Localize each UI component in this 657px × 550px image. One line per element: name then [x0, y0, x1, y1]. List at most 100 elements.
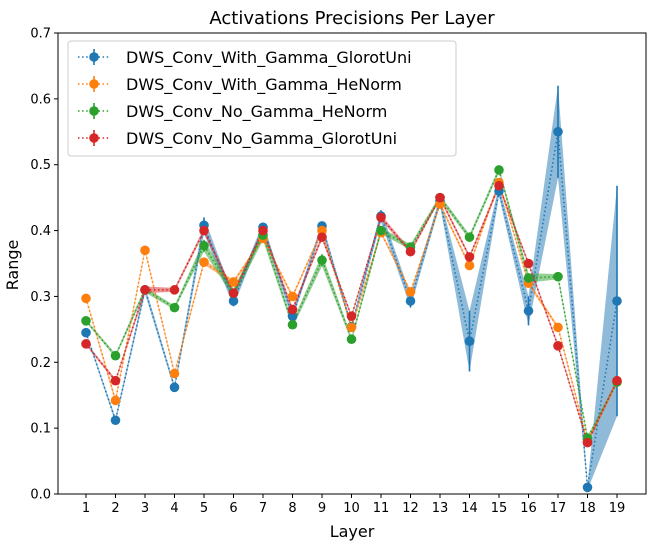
data-point: [346, 322, 357, 333]
x-tick-label: 1: [82, 501, 90, 516]
x-tick-label: 6: [229, 501, 237, 516]
x-tick-label: 14: [461, 501, 478, 516]
legend-label: DWS_Conv_With_Gamma_GlorotUni: [126, 48, 412, 68]
x-tick-label: 8: [288, 501, 296, 516]
y-axis-label: Range: [3, 240, 22, 291]
data-point: [199, 257, 209, 267]
x-tick-label: 17: [550, 501, 567, 516]
data-point: [582, 437, 593, 448]
data-point: [464, 260, 475, 271]
x-tick-label: 7: [259, 501, 267, 516]
data-point: [612, 296, 622, 306]
data-point: [169, 368, 180, 379]
x-axis-label: Layer: [330, 522, 375, 541]
data-point: [169, 302, 180, 313]
y-tick-label: 0.5: [30, 158, 51, 173]
chart-title: Activations Precisions Per Layer: [209, 8, 495, 29]
y-tick-label: 0.1: [30, 422, 51, 437]
data-point: [140, 285, 150, 295]
data-point: [582, 482, 593, 493]
data-point: [81, 339, 91, 349]
error-bands: [86, 85, 617, 490]
x-tick-label: 19: [609, 501, 626, 516]
x-tick-label: 18: [579, 501, 596, 516]
data-point: [376, 225, 386, 236]
data-point: [169, 382, 180, 393]
legend-label: DWS_Conv_No_Gamma_HeNorm: [126, 102, 387, 122]
legend-label: DWS_Conv_No_Gamma_GlorotUni: [126, 129, 397, 149]
data-point: [612, 375, 622, 386]
data-point: [199, 240, 209, 251]
data-point: [81, 315, 91, 326]
data-point: [110, 350, 121, 361]
data-point: [405, 287, 416, 297]
data-point: [81, 293, 91, 304]
data-point: [553, 322, 563, 333]
x-tick-label: 16: [520, 501, 537, 516]
x-tick-label: 11: [373, 501, 390, 516]
x-tick-label: 13: [432, 501, 449, 516]
data-point: [494, 165, 504, 175]
data-point: [81, 327, 91, 338]
data-point: [464, 336, 475, 347]
data-point: [287, 319, 298, 330]
y-tick-label: 0.6: [30, 92, 51, 107]
data-point: [110, 395, 121, 406]
x-tick-label: 9: [318, 501, 326, 516]
data-point: [228, 288, 239, 298]
y-axis: 0.0 0.1 0.2 0.3 0.4 0.5 0.6 0.7: [30, 27, 58, 503]
data-point: [228, 277, 239, 287]
legend-marker: [89, 79, 99, 89]
legend-box: [67, 40, 457, 157]
x-tick-label: 5: [200, 501, 208, 516]
data-point: [110, 415, 121, 426]
data-point: [287, 311, 298, 321]
legend-marker: [89, 52, 99, 62]
data-point: [435, 192, 445, 203]
y-tick-label: 0.2: [30, 356, 51, 371]
error-band: [86, 85, 617, 490]
data-point: [287, 291, 298, 302]
data-point: [523, 273, 534, 283]
y-tick-label: 0.7: [30, 27, 51, 42]
data-point: [110, 375, 121, 386]
data-point: [346, 334, 357, 345]
x-tick-label: 4: [170, 501, 178, 516]
data-point: [553, 126, 563, 137]
data-point: [523, 258, 534, 269]
data-point: [346, 311, 357, 321]
y-tick-label: 0.4: [30, 224, 51, 239]
x-tick-label: 12: [402, 501, 419, 516]
data-point: [169, 285, 180, 295]
x-axis: 1 2 3 4 5 6 7 8 9 10 11 12 13 14 15 16 17 18 19: [82, 494, 625, 516]
y-tick-label: 0.3: [30, 290, 51, 305]
x-tick-label: 2: [111, 501, 119, 516]
data-point: [464, 252, 475, 262]
data-point: [553, 271, 563, 282]
data-point: [258, 225, 268, 236]
legend: DWS_Conv_With_Gamma_GlorotUni DWS_Conv_Wi…: [67, 40, 457, 157]
data-point: [376, 212, 386, 223]
data-point: [199, 225, 209, 236]
x-tick-label: 15: [491, 501, 508, 516]
series-markers: [81, 126, 622, 493]
data-point: [228, 296, 239, 306]
data-point: [317, 225, 327, 236]
legend-marker: [89, 106, 99, 116]
data-point: [140, 245, 150, 256]
data-point: [494, 180, 504, 191]
data-point: [435, 199, 445, 210]
y-tick-label: 0.0: [30, 488, 51, 503]
data-point: [405, 296, 416, 306]
legend-label: DWS_Conv_With_Gamma_HeNorm: [126, 75, 402, 95]
data-point: [553, 341, 563, 351]
x-tick-label: 3: [141, 501, 149, 516]
x-tick-label: 10: [343, 501, 360, 516]
data-point: [317, 255, 327, 266]
data-point: [317, 232, 327, 242]
data-point: [287, 304, 298, 315]
data-point: [405, 246, 416, 257]
data-point: [464, 232, 475, 242]
legend-marker: [89, 133, 99, 143]
